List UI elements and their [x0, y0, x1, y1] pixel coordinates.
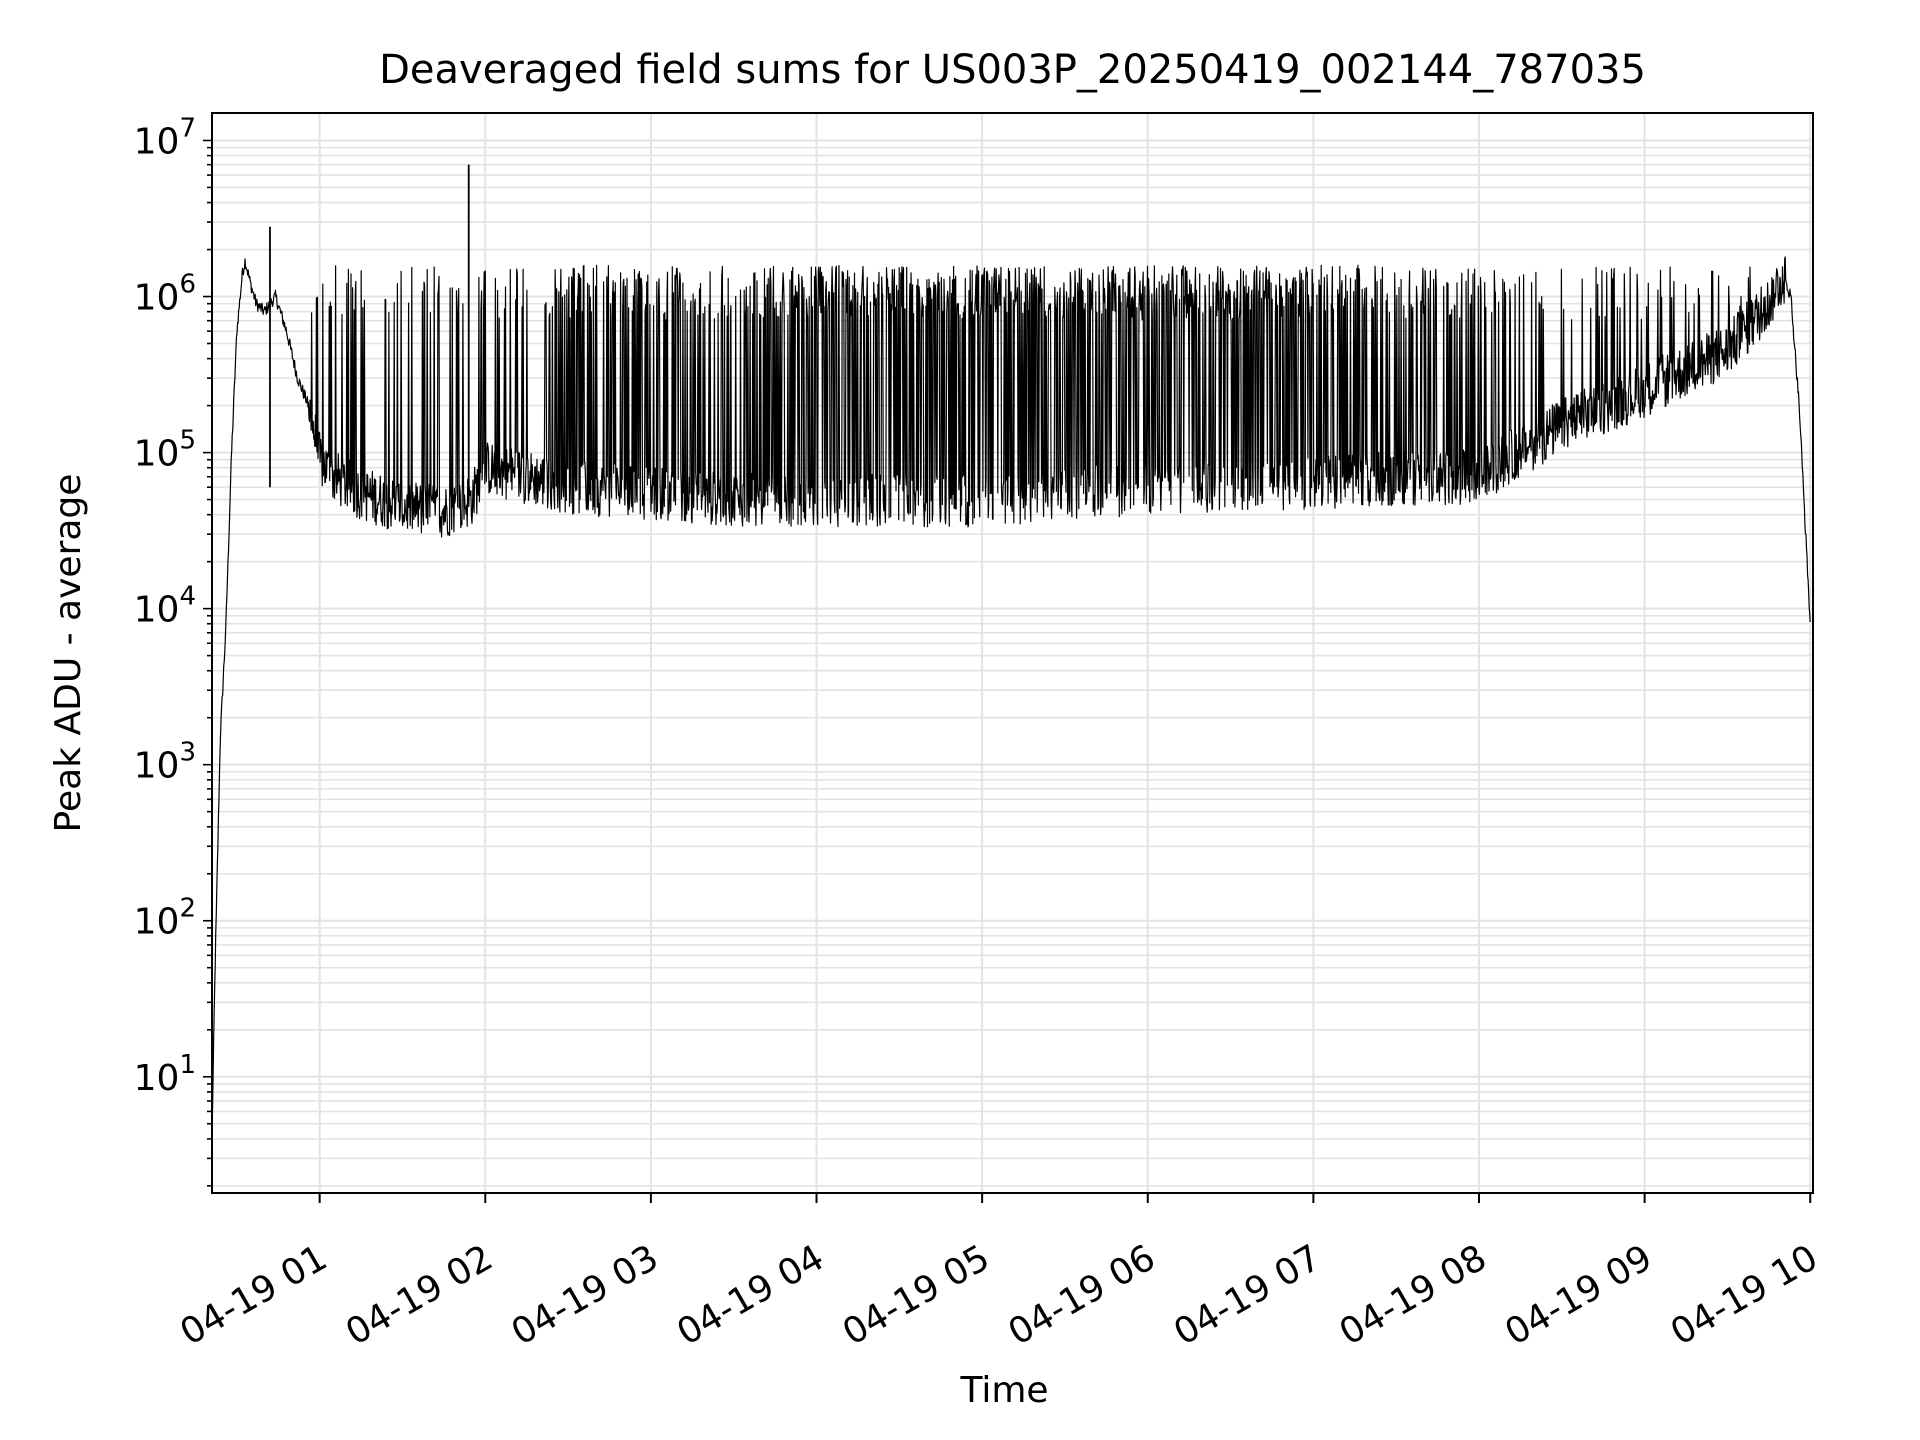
y-axis-title: Peak ADU - average — [48, 474, 89, 833]
series-line — [211, 256, 1811, 1137]
plot-frame — [211, 112, 1814, 1194]
chart-title: Deaveraged field sums for US003P_2025041… — [379, 47, 1646, 93]
x-axis-title: Time — [959, 1370, 1048, 1411]
y-tick-label: 102 — [134, 894, 196, 943]
y-tick-label: 107 — [134, 113, 196, 162]
y-tick-label: 105 — [134, 426, 196, 475]
y-tick-label: 104 — [134, 582, 196, 631]
y-tick-label: 106 — [134, 270, 196, 319]
series-layer — [211, 164, 1811, 1137]
y-tick-label: 103 — [134, 738, 196, 787]
y-tick-label: 101 — [134, 1050, 196, 1099]
grid — [212, 113, 1813, 1193]
